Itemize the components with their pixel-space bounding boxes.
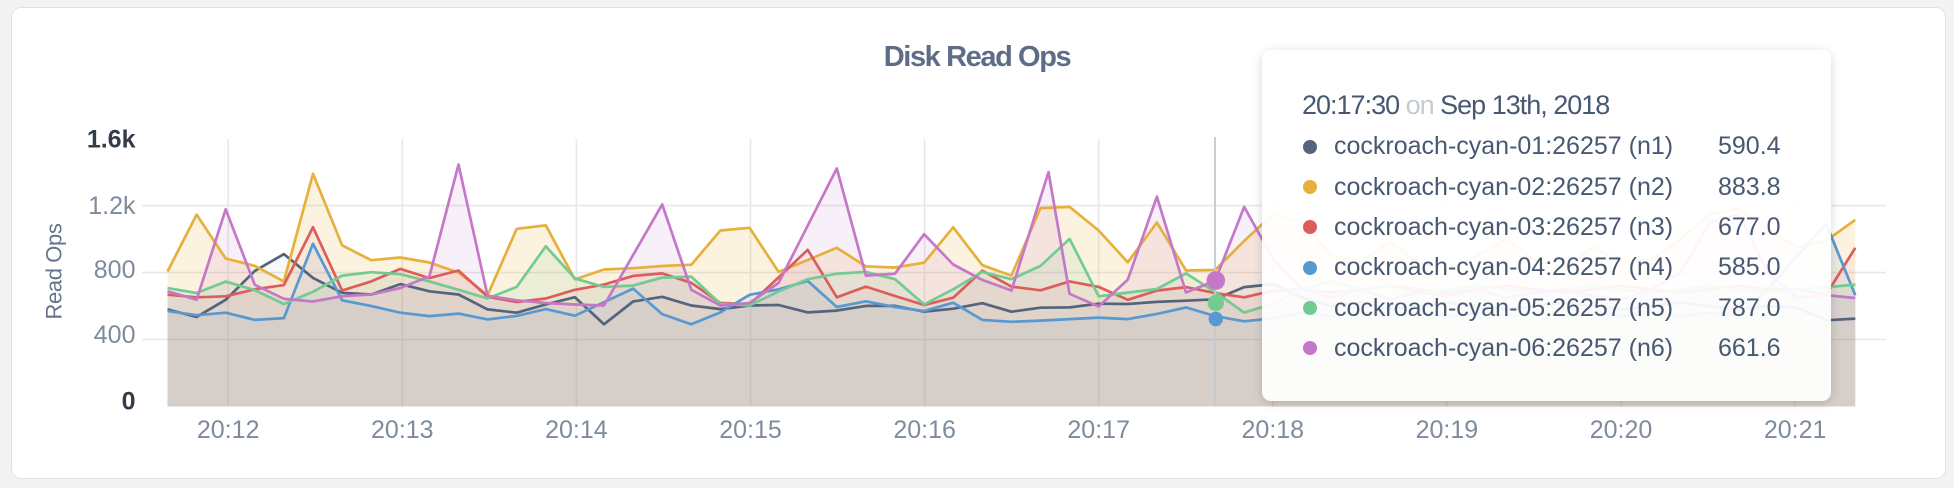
svg-text:1.6k: 1.6k — [87, 126, 136, 154]
svg-text:0: 0 — [122, 388, 136, 416]
svg-text:20:18: 20:18 — [1242, 416, 1305, 444]
svg-text:20:15: 20:15 — [719, 416, 782, 444]
svg-text:20:13: 20:13 — [371, 416, 434, 444]
svg-text:400: 400 — [94, 321, 136, 349]
svg-text:20:21: 20:21 — [1764, 416, 1827, 444]
svg-text:800: 800 — [94, 256, 136, 284]
svg-text:20:16: 20:16 — [893, 416, 956, 444]
svg-text:20:19: 20:19 — [1416, 416, 1479, 444]
svg-text:20:12: 20:12 — [197, 416, 260, 444]
svg-text:1.2k: 1.2k — [88, 192, 136, 220]
svg-text:20:17: 20:17 — [1067, 416, 1130, 444]
svg-text:20:14: 20:14 — [545, 416, 608, 444]
svg-text:Read Ops: Read Ops — [42, 223, 67, 319]
svg-text:20:20: 20:20 — [1590, 416, 1653, 444]
